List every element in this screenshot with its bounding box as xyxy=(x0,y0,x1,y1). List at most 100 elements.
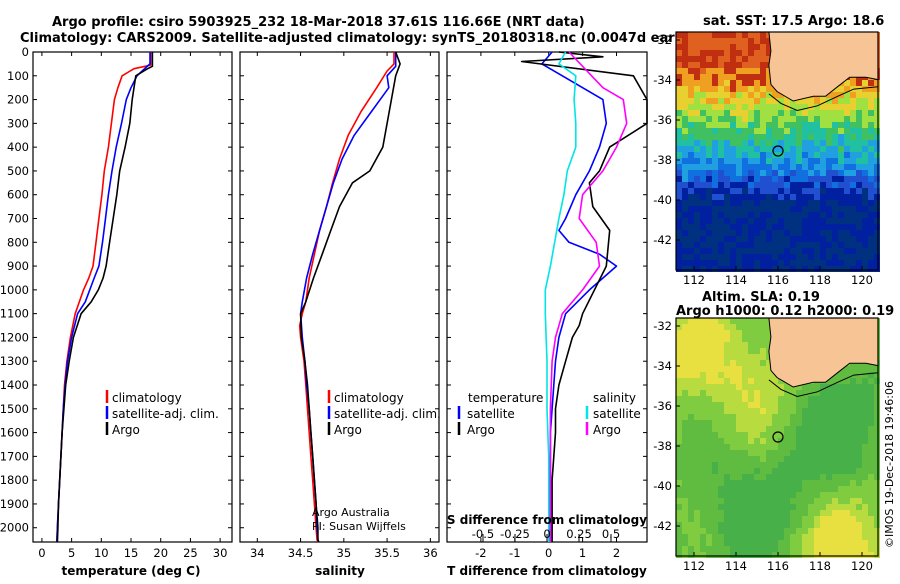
map-cell xyxy=(772,444,778,450)
map-cell xyxy=(832,528,838,534)
map-cell xyxy=(712,450,718,456)
map-cell xyxy=(700,266,706,272)
map-cell xyxy=(856,546,862,552)
map-cell xyxy=(694,360,700,366)
map-cell xyxy=(742,546,748,552)
map-cell xyxy=(718,206,724,212)
map-cell xyxy=(814,122,820,128)
map-cell xyxy=(694,372,700,378)
map-cell xyxy=(742,254,748,260)
map-cell xyxy=(676,56,682,62)
map-cell xyxy=(874,444,880,450)
map-cell xyxy=(694,182,700,188)
map-cell xyxy=(802,546,808,552)
map-cell xyxy=(826,402,832,408)
map-cell xyxy=(718,62,724,68)
map-cell xyxy=(688,474,694,480)
map-cell xyxy=(784,206,790,212)
map-cell xyxy=(772,230,778,236)
map-cell xyxy=(766,116,772,122)
map-cell xyxy=(694,378,700,384)
map-cell xyxy=(754,260,760,266)
map-cell xyxy=(850,254,856,260)
map-cell xyxy=(868,200,874,206)
map-cell xyxy=(772,134,778,140)
map-cell xyxy=(868,182,874,188)
map-cell xyxy=(808,254,814,260)
map-cell xyxy=(796,492,802,498)
map-cell xyxy=(790,260,796,266)
map-cell xyxy=(688,438,694,444)
map-cell xyxy=(754,200,760,206)
map-cell xyxy=(772,396,778,402)
map-cell xyxy=(694,92,700,98)
map-cell xyxy=(856,492,862,498)
map-cell xyxy=(844,128,850,134)
map-cell xyxy=(832,384,838,390)
lon-tick-label: 116 xyxy=(767,273,789,287)
map-cell xyxy=(790,480,796,486)
map-cell xyxy=(694,426,700,432)
map-cell xyxy=(736,200,742,206)
map-cell xyxy=(730,468,736,474)
temperature-panel-frame xyxy=(32,51,233,543)
map-cell xyxy=(772,534,778,540)
map-cell xyxy=(874,116,880,122)
map-cell xyxy=(718,438,724,444)
map-cell xyxy=(832,510,838,516)
map-cell xyxy=(838,206,844,212)
map-cell xyxy=(784,218,790,224)
map-cell xyxy=(676,128,682,134)
map-cell xyxy=(748,200,754,206)
map-cell xyxy=(832,266,838,272)
map-cell xyxy=(724,140,730,146)
map-cell xyxy=(850,390,856,396)
map-cell xyxy=(802,104,808,110)
map-cell xyxy=(808,438,814,444)
map-cell xyxy=(874,134,880,140)
map-cell xyxy=(706,74,712,80)
map-cell xyxy=(724,456,730,462)
map-cell xyxy=(676,438,682,444)
map-cell xyxy=(706,218,712,224)
map-cell xyxy=(844,98,850,104)
map-cell xyxy=(718,330,724,336)
map-cell xyxy=(838,86,844,92)
map-cell xyxy=(832,450,838,456)
map-cell xyxy=(766,158,772,164)
map-cell xyxy=(694,408,700,414)
map-cell xyxy=(760,498,766,504)
map-cell xyxy=(712,480,718,486)
map-cell xyxy=(796,218,802,224)
map-cell xyxy=(754,212,760,218)
map-cell xyxy=(862,158,868,164)
map-cell xyxy=(862,516,868,522)
map-cell xyxy=(754,540,760,546)
map-cell xyxy=(760,528,766,534)
map-cell xyxy=(838,510,844,516)
map-cell xyxy=(862,522,868,528)
map-cell xyxy=(760,426,766,432)
map-cell xyxy=(754,194,760,200)
map-cell xyxy=(760,236,766,242)
map-cell xyxy=(844,510,850,516)
map-cell xyxy=(784,522,790,528)
map-cell xyxy=(868,390,874,396)
map-cell xyxy=(802,224,808,230)
map-cell xyxy=(820,444,826,450)
map-cell xyxy=(676,158,682,164)
map-cell xyxy=(844,516,850,522)
map-cell xyxy=(688,80,694,86)
map-cell xyxy=(700,206,706,212)
lon-tick-label: 118 xyxy=(809,273,831,287)
map-cell xyxy=(838,468,844,474)
map-cell xyxy=(700,378,706,384)
map-cell xyxy=(724,408,730,414)
map-cell xyxy=(706,342,712,348)
map-cell xyxy=(742,438,748,444)
map-cell xyxy=(850,504,856,510)
map-cell xyxy=(730,224,736,230)
map-cell xyxy=(742,134,748,140)
map-cell xyxy=(856,450,862,456)
map-cell xyxy=(772,462,778,468)
